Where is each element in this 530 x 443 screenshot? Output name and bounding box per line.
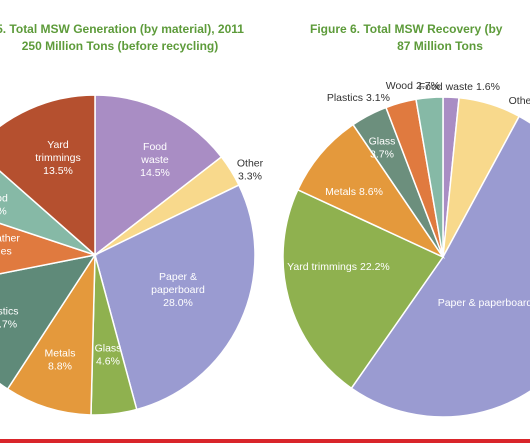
- slice-label: Glass: [369, 135, 396, 147]
- pie-slice: [6, 252, 96, 416]
- slice-label: Paper & paperboard: [151, 271, 205, 296]
- value-label: 3.1%: [366, 92, 390, 104]
- label-line: les: [0, 245, 12, 257]
- value-label: 13.5%: [43, 165, 73, 177]
- label-line: Metals: [45, 347, 76, 359]
- pie-slice: [350, 115, 530, 418]
- label-line: eather: [0, 232, 20, 244]
- value-label: 8.6%: [359, 186, 383, 198]
- slice-label: Plastics: [327, 92, 363, 104]
- value-label: 14.5%: [140, 167, 170, 179]
- pie-slice: [0, 222, 98, 275]
- pie-slice: [282, 188, 445, 390]
- value-label: 28.0%: [163, 297, 193, 309]
- label-line: Food: [143, 141, 167, 153]
- value-label: 1.6%: [476, 81, 500, 93]
- value-label: .7%: [0, 318, 17, 330]
- slice-label: stics: [0, 305, 19, 317]
- pie-slice: [94, 184, 256, 411]
- label-line: Yard: [47, 139, 69, 151]
- chart-subtitle: 87 Million Tons: [397, 39, 483, 53]
- slice-label: Food waste: [419, 81, 473, 93]
- value-label: 3.7%: [370, 148, 394, 160]
- pie-slice: [415, 96, 444, 258]
- label-line: paperboard: [151, 284, 205, 296]
- slice-label: Glass: [95, 342, 122, 354]
- label-line: Paper &: [159, 271, 197, 283]
- slice-label: Metals: [325, 186, 356, 198]
- value-label: 4.6%: [96, 355, 120, 367]
- border: [0, 439, 530, 443]
- value-label: 2.7%: [416, 80, 440, 92]
- label-line: stics: [0, 305, 19, 317]
- pie-slice: [0, 170, 96, 256]
- slice-label: Yard trimmings: [35, 139, 81, 164]
- slice-label: Food waste: [140, 141, 169, 166]
- slice-label: od: [0, 192, 8, 204]
- pie-slice: [0, 253, 97, 391]
- label-line: trimmings: [35, 152, 81, 164]
- slice-label: Wood: [386, 80, 413, 92]
- value-label: 3.3%: [238, 170, 262, 182]
- slice-label: eatherles: [0, 232, 20, 257]
- chart-subtitle: 250 Million Tons (before recycling): [22, 39, 218, 53]
- label-line: waste: [140, 154, 169, 166]
- slice-label: Yard trimmings: [287, 261, 357, 273]
- chart-title: 5. Total MSW Generation (by material), 2…: [0, 22, 244, 36]
- slice-label: Othe: [509, 95, 530, 107]
- value-label: %: [0, 205, 7, 217]
- slice-label: Paper & paperboard: [438, 297, 530, 309]
- value-label: 22.2%: [360, 261, 390, 273]
- pie-slice: [0, 94, 96, 257]
- chart-title: Figure 6. Total MSW Recovery (by: [310, 22, 503, 36]
- slice-label: Metals: [45, 347, 76, 359]
- pie-slice: [296, 123, 446, 259]
- label-line: Glass: [95, 342, 122, 354]
- pie-slice: [94, 94, 223, 257]
- slice-label: Other: [237, 157, 264, 169]
- value-label: 8.8%: [48, 360, 72, 372]
- label-line: od: [0, 192, 8, 204]
- label-line: Glass: [369, 135, 396, 147]
